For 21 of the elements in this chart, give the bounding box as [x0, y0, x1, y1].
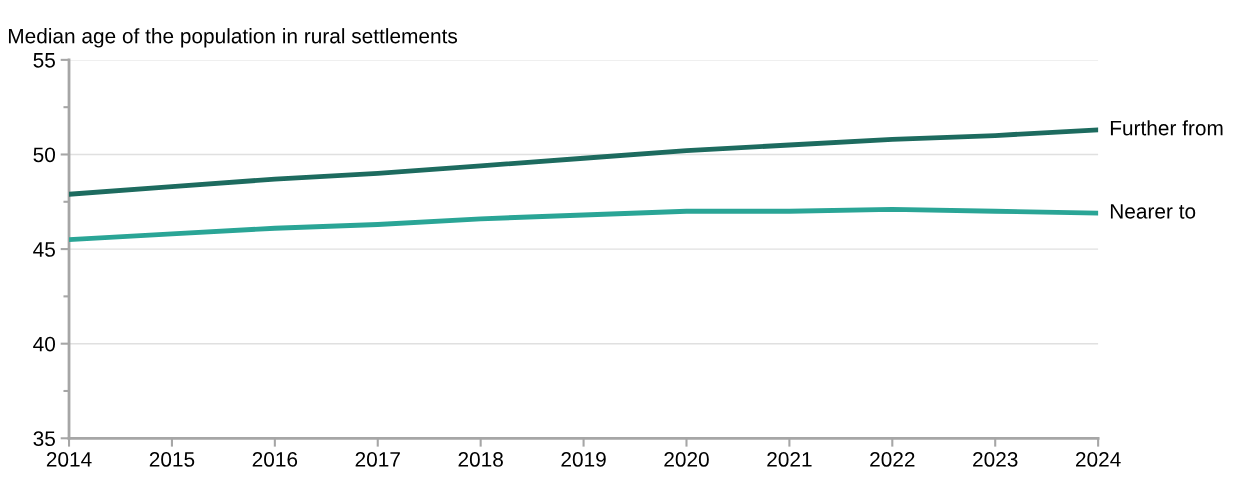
x-tick-label: 2014 — [46, 452, 92, 467]
x-tick-label: 2024 — [1076, 452, 1121, 467]
line-series — [69, 206, 1099, 243]
x-tick-label: 2018 — [458, 452, 503, 467]
y-tick-label: 35 — [33, 431, 55, 447]
x-tick-label: 2021 — [767, 452, 812, 467]
x-tick-label: 2019 — [561, 452, 606, 467]
chart-title: Median age of the population in rural settlements — [8, 28, 458, 48]
series-label: Nearer to — [1110, 204, 1196, 219]
line-series — [69, 127, 1099, 197]
x-tick-label: 2017 — [355, 452, 400, 467]
y-tick-label: 50 — [33, 147, 56, 163]
x-tick-label: 2016 — [252, 452, 298, 467]
y-tick-label: 45 — [33, 242, 55, 257]
x-tick-label: 2015 — [149, 452, 195, 467]
y-tick-label: 55 — [33, 53, 55, 68]
series-label: Further from — [1110, 120, 1223, 136]
x-tick-label: 2020 — [664, 452, 709, 467]
x-tick-label: 2022 — [870, 452, 915, 467]
y-tick-label: 40 — [33, 336, 56, 352]
x-tick-label: 2023 — [973, 452, 1018, 467]
